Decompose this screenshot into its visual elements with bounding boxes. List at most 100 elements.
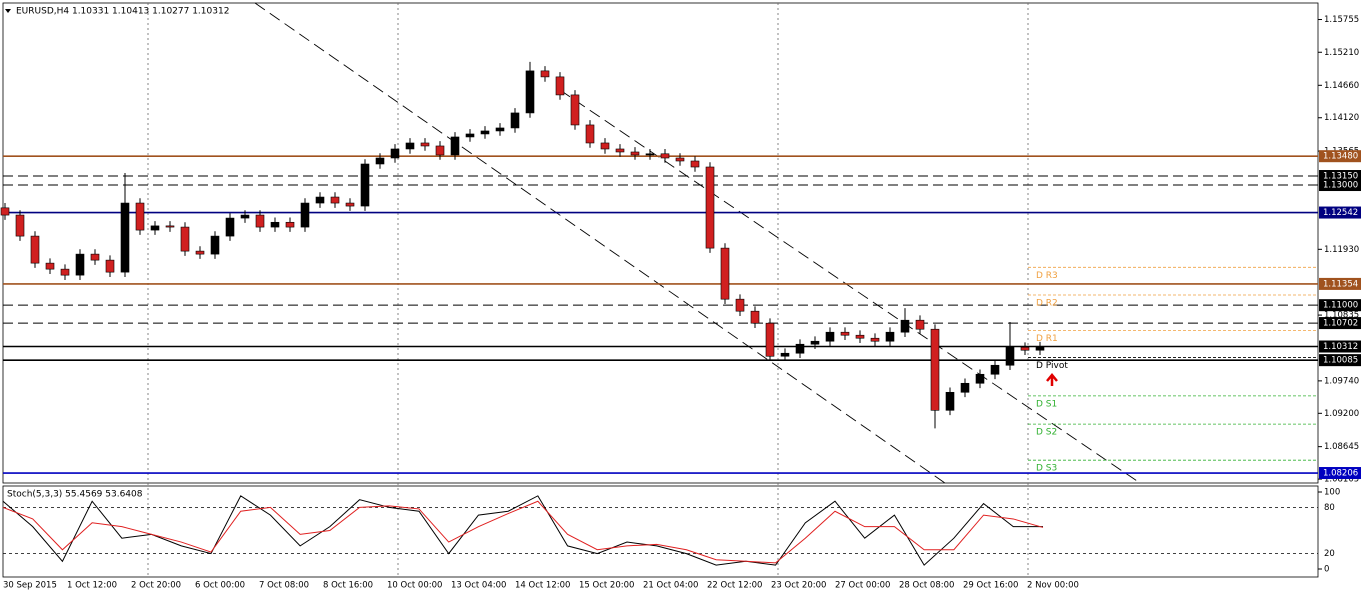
candle-body [840, 331, 850, 336]
y-tick-label: 1.08105 [1324, 475, 1359, 485]
candle-body [555, 76, 565, 96]
candle-body [240, 214, 250, 219]
stoch-pane [2, 485, 1319, 578]
y-tick-label: 1.14120 [1324, 113, 1359, 123]
candle-body [210, 235, 220, 255]
candle-body [795, 343, 805, 354]
level-tag [1319, 170, 1361, 183]
level-tag [1319, 299, 1361, 312]
x-tick-label: 6 Oct 00:00 [195, 581, 245, 591]
candle-body [105, 259, 115, 273]
candle-body [945, 391, 955, 411]
x-tick-label: 14 Oct 12:00 [515, 581, 570, 591]
stoch-tick-label: 100 [1324, 488, 1340, 498]
candle-body [900, 319, 910, 333]
x-tick-label: 27 Oct 00:00 [835, 581, 890, 591]
level-label: 1.13150 [1323, 172, 1358, 182]
stoch-tick-label: 20 [1324, 549, 1335, 559]
x-tick-label: 15 Oct 20:00 [579, 581, 634, 591]
level-label: 1.12542 [1323, 208, 1358, 218]
candle-body [885, 331, 895, 342]
candle-body [120, 202, 130, 273]
level-tag [1319, 354, 1361, 367]
pivot-label: D R2 [1036, 298, 1058, 308]
x-tick-label: 13 Oct 04:00 [451, 581, 506, 591]
candle-body [990, 364, 1000, 375]
y-tick-label: 1.09740 [1324, 376, 1359, 386]
x-tick-label: 30 Sep 2015 [3, 581, 57, 591]
candle-body [165, 225, 175, 228]
y-tick-label: 1.15210 [1324, 48, 1359, 58]
candle-body [810, 340, 820, 345]
pivot-label: D S2 [1036, 428, 1057, 438]
y-tick-label: 1.11930 [1324, 245, 1359, 255]
candle-body [45, 262, 55, 270]
pivot-label: D S1 [1036, 399, 1057, 409]
candle-body [390, 148, 400, 159]
candle-body [585, 124, 595, 144]
candle-body [870, 337, 880, 342]
candle-body [930, 328, 940, 411]
pivot-label: D R3 [1036, 271, 1058, 281]
candle-body [1020, 346, 1030, 351]
level-tag [1319, 277, 1361, 290]
candle-body [600, 142, 610, 150]
candle-body [705, 166, 715, 249]
candle-body [150, 225, 160, 231]
candle-body [450, 136, 460, 156]
candle-body [750, 310, 760, 324]
candle-body [690, 160, 700, 168]
y-tick-label: 1.15755 [1324, 15, 1359, 25]
chart-title: EURUSD,H4 1.10331 1.10413 1.10277 1.1031… [16, 7, 229, 17]
candle-body [1035, 346, 1045, 351]
x-tick-label: 28 Oct 08:00 [899, 581, 954, 591]
stoch-tick-label: 80 [1324, 503, 1335, 513]
candle-body [525, 70, 535, 114]
level-label: 1.10312 [1323, 342, 1358, 352]
level-label: 1.10085 [1323, 356, 1358, 366]
pivot-label: D Pivot [1036, 361, 1068, 371]
y-tick-label: 1.09200 [1324, 409, 1359, 419]
level-label: 1.13000 [1323, 181, 1358, 191]
level-label: 1.08206 [1323, 469, 1358, 479]
candle-body [255, 214, 265, 228]
level-tag [1319, 340, 1361, 353]
candle-body [975, 373, 985, 384]
level-label: 1.10702 [1323, 319, 1358, 329]
y-tick-label: 1.08645 [1324, 442, 1359, 452]
menu-icon [5, 9, 11, 13]
candle-body [270, 221, 280, 228]
level-label: 1.13480 [1323, 152, 1358, 162]
candle-body [90, 253, 100, 261]
stoch-tick-label: 0 [1324, 565, 1329, 575]
candle-body [465, 133, 475, 138]
candle-body [375, 157, 385, 165]
candle-body [345, 202, 355, 207]
candle-body [615, 148, 625, 153]
candle-body [570, 94, 580, 126]
candle-body [1005, 346, 1015, 366]
main-pane [2, 2, 1319, 484]
candle-body [405, 142, 415, 150]
candle-body [315, 196, 325, 204]
buy-arrow [1046, 373, 1058, 386]
candle-body [0, 207, 10, 216]
candle-body [765, 322, 775, 357]
candle-body [435, 145, 445, 156]
x-tick-label: 2 Nov 00:00 [1027, 581, 1079, 591]
pivot-label: D R1 [1036, 334, 1058, 344]
candle-body [75, 253, 85, 276]
level-label: 1.11354 [1323, 279, 1358, 289]
candle-body [660, 153, 670, 159]
y-tick-label: 1.10835 [1324, 311, 1359, 321]
candle-body [180, 226, 190, 252]
y-tick-label: 1.14660 [1324, 81, 1359, 91]
candle-body [780, 352, 790, 357]
v-grid [147, 3, 1029, 577]
level-tag [1319, 206, 1361, 219]
x-tick-label: 21 Oct 04:00 [643, 581, 698, 591]
candle-body [720, 247, 730, 300]
candle-body [495, 127, 505, 132]
candle-body [195, 250, 205, 255]
